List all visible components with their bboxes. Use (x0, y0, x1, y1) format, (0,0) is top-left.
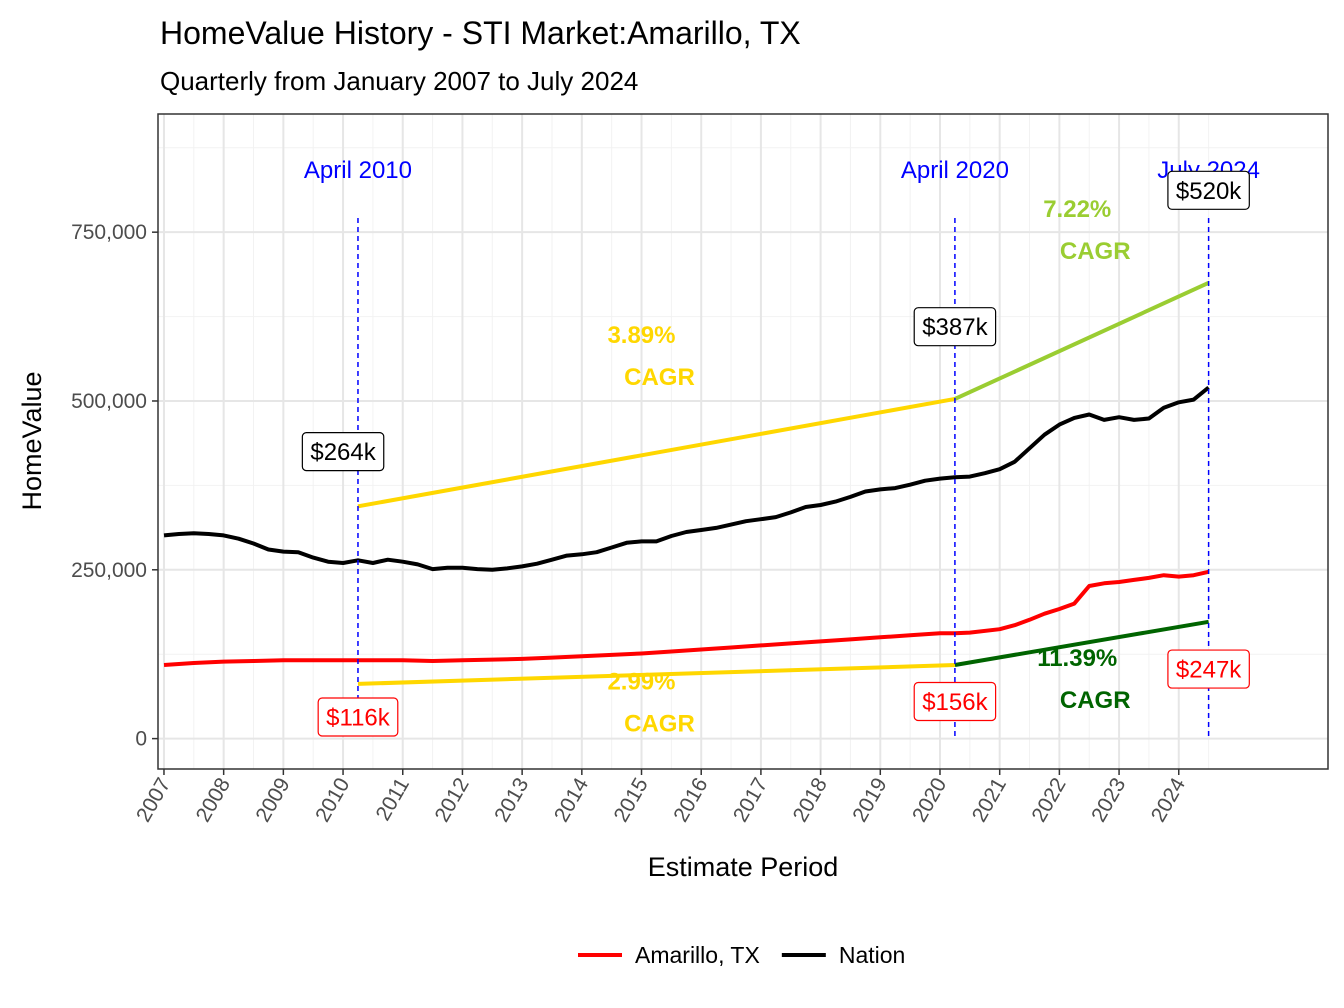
legend-label: Nation (839, 942, 905, 968)
x-tick-label: 2008 (192, 774, 235, 826)
chart-subtitle: Quarterly from January 2007 to July 2024 (160, 66, 638, 96)
value-label-text: $116k (326, 705, 391, 732)
cagr-line-2 (357, 663, 955, 686)
annotations: April 2010 April 2020 July 2024$264k$387k$… (301, 157, 1260, 740)
value-label-box (317, 697, 399, 737)
plot-panel-border (157, 113, 1329, 770)
cagr-word-label: CAGR (624, 710, 695, 737)
cagr-rate-label: 11.39% (1037, 645, 1117, 672)
period-label: April 2020 (901, 157, 1009, 184)
value-label: $156k (913, 681, 997, 722)
series-lines (163, 385, 1210, 667)
period-label: April 2010 (304, 157, 412, 184)
value-label-box (913, 307, 997, 347)
value-label-box (913, 681, 997, 722)
x-tick-label: 2009 (251, 774, 294, 826)
x-tick-label: 2013 (490, 774, 533, 826)
value-label-box (1167, 170, 1250, 210)
x-tick-label: 2016 (669, 774, 712, 826)
x-tick-label: 2021 (968, 774, 1011, 826)
value-label: $247k (1167, 649, 1250, 689)
x-tick-label: 2017 (729, 774, 772, 826)
value-label-box (301, 432, 385, 472)
value-label: $116k (317, 697, 399, 737)
x-tick-label: 2022 (1027, 774, 1070, 826)
x-tick-label: 2010 (311, 774, 354, 826)
value-label-text: $156k (922, 689, 988, 716)
value-label: $387k (913, 307, 997, 347)
cagr-rate-label: 3.89% (607, 322, 675, 349)
series-line-1 (163, 385, 1210, 572)
x-tick-label: 2014 (550, 774, 593, 826)
cagr-rate-label: 7.22% (1043, 196, 1111, 223)
series-line-0 (163, 569, 1210, 667)
x-tick-label: 2024 (1147, 774, 1190, 826)
y-tick-label: 500,000 (71, 390, 147, 413)
cagr-line-0 (357, 396, 956, 509)
x-axis-title: Estimate Period (648, 852, 839, 882)
cagr-word-label: CAGR (624, 364, 695, 391)
x-tick-label: 2012 (430, 774, 473, 826)
cagr-line-1 (954, 280, 1210, 401)
y-tick-label: 250,000 (71, 559, 147, 582)
cagr-word-label: CAGR (1060, 238, 1131, 265)
cagr-line-3 (954, 619, 1209, 667)
legend: Amarillo, TX Nation (578, 942, 905, 968)
chart-title: HomeValue History - STI Market:Amarillo,… (160, 15, 801, 51)
value-label-text: $520k (1176, 178, 1242, 205)
x-tick-label: 2011 (372, 774, 415, 825)
value-label-text: $247k (1176, 657, 1242, 684)
y-tick-label: 750,000 (71, 221, 147, 244)
x-tick-label: 2019 (848, 774, 891, 826)
x-tick-label: 2015 (610, 774, 653, 826)
legend-label: Amarillo, TX (635, 942, 760, 968)
cagr-word-label: CAGR (1060, 687, 1131, 714)
y-axis-title: HomeValue (17, 371, 47, 510)
x-tick-label: 2023 (1087, 774, 1130, 826)
cagr-rate-label: 2.99% (607, 668, 675, 695)
value-label: $264k (301, 432, 385, 472)
x-tick-label: 2007 (132, 774, 175, 826)
value-label-text: $387k (922, 314, 988, 341)
y-tick-label: 0 (135, 728, 147, 751)
value-label: $520k (1167, 170, 1250, 210)
value-label-box (1167, 649, 1250, 689)
x-tick-label: 2018 (789, 774, 832, 826)
x-tick-label: 2020 (908, 774, 951, 826)
value-label-text: $264k (310, 439, 376, 466)
